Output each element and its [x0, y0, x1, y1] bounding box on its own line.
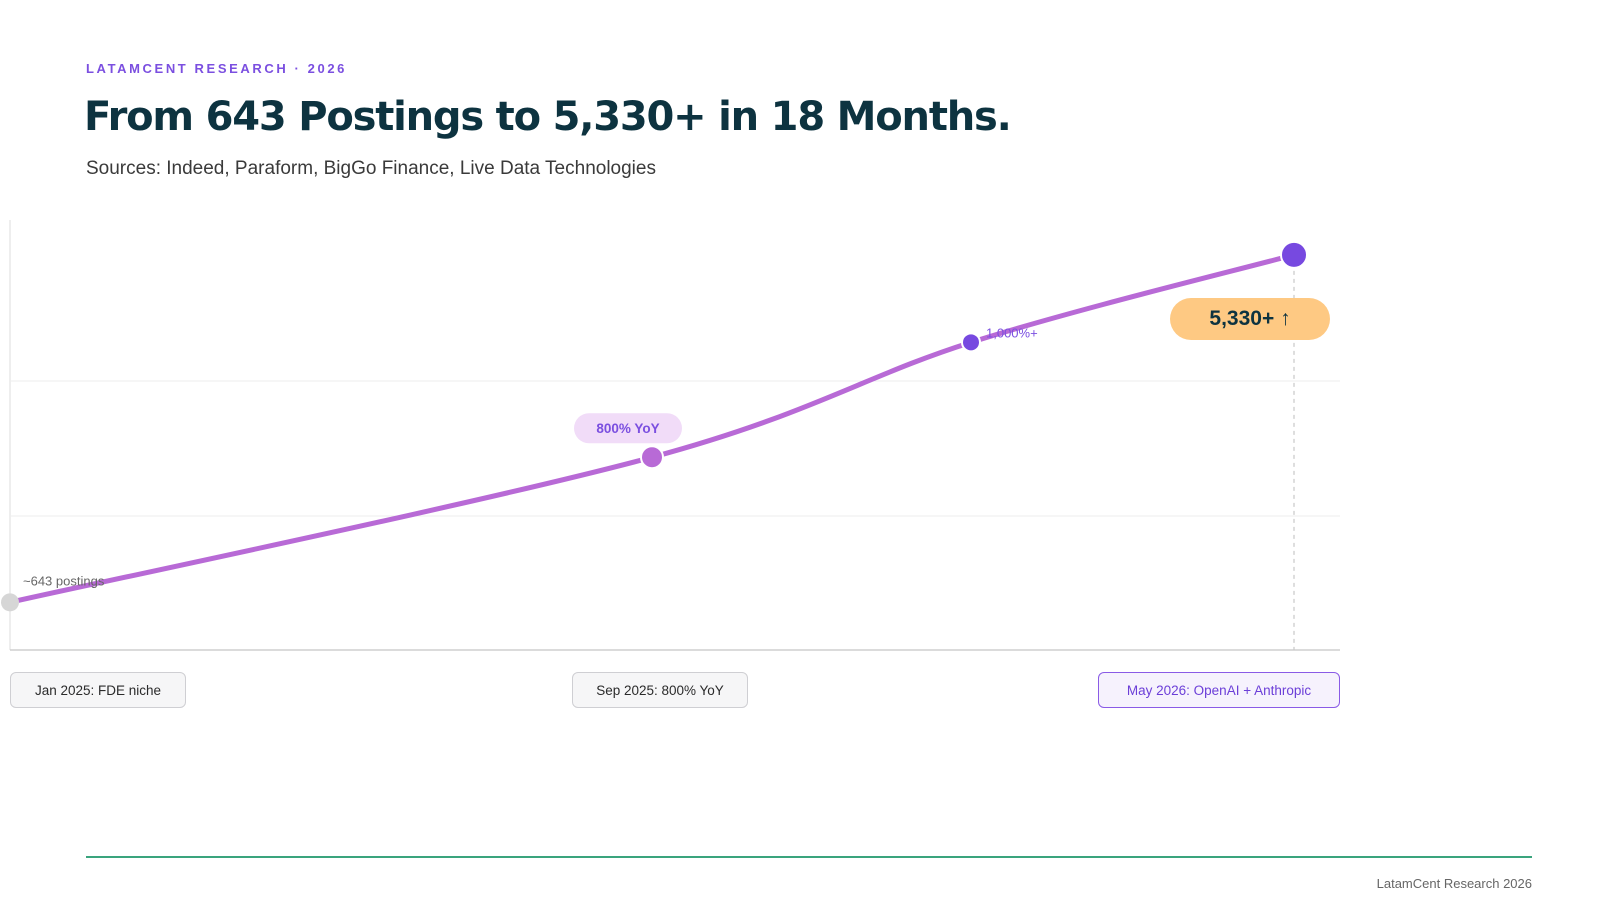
final-value-callout: 5,330+ ↑: [1170, 298, 1330, 340]
yoy-pill: [574, 413, 682, 444]
data-point-sep-2025: [640, 445, 664, 470]
series-line: [7, 252, 1297, 605]
point-label-start: ~643 postings: [23, 573, 105, 588]
page-title: From 643 Postings to 5,330+ in 18 Months…: [84, 94, 1012, 140]
point-label-1000: 1,000%+: [986, 325, 1038, 340]
point-label-yoy: 800% YoY: [596, 421, 659, 436]
eyebrow: LATAMCENT RESEARCH · 2026: [86, 61, 347, 76]
data-point-jan-2025: [1, 593, 19, 612]
data-point-may-2026: [1280, 240, 1308, 269]
milestone-jan-2025: Jan 2025: FDE niche: [10, 672, 186, 708]
milestone-may-2026: May 2026: OpenAI + Anthropic: [1098, 672, 1340, 708]
footer-credit: LatamCent Research 2026: [1376, 876, 1532, 891]
data-point-feb-2026: [961, 332, 981, 353]
milestone-sep-2025: Sep 2025: 800% YoY: [572, 672, 748, 708]
sources-subtitle: Sources: Indeed, Paraform, BigGo Finance…: [86, 158, 656, 179]
footer-divider: [86, 856, 1532, 858]
